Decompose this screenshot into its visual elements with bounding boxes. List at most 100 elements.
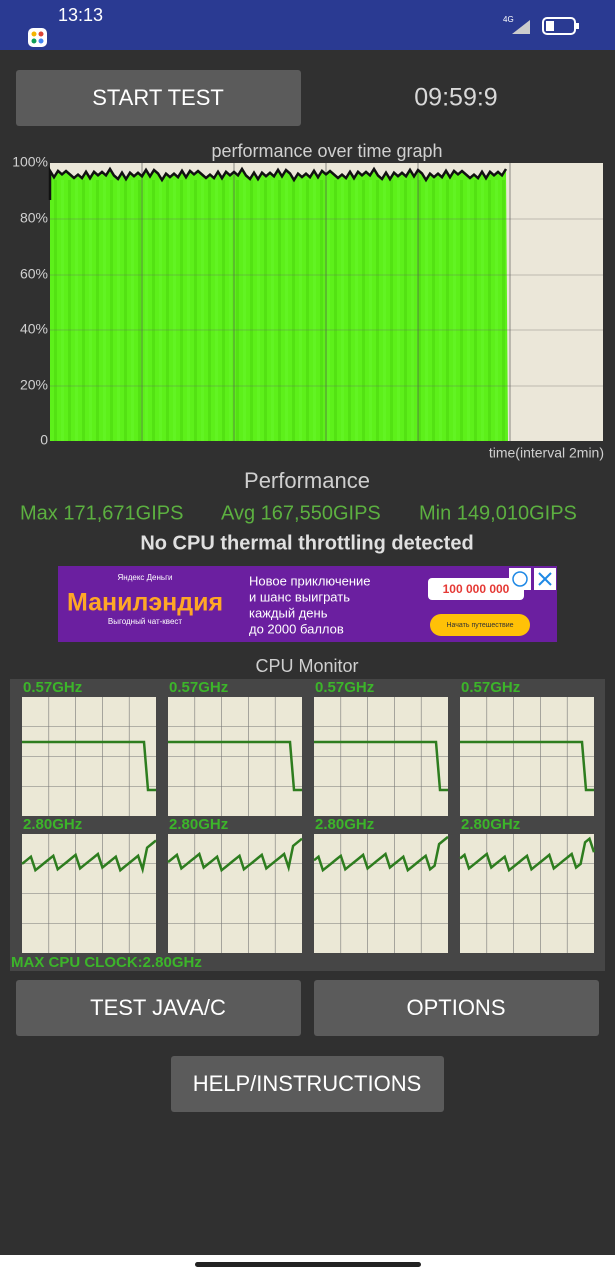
battery: [542, 17, 576, 35]
area-stripe: [180, 180, 183, 441]
y-axis-label: 80%: [20, 210, 48, 226]
area-stripe: [474, 180, 477, 441]
app-icon: [28, 28, 47, 47]
ad-tagline: Выгодный чат-квест: [108, 617, 183, 626]
core-line: [167, 837, 303, 873]
area-stripe: [124, 180, 127, 441]
area-stripe: [278, 180, 281, 441]
area-stripe: [89, 180, 92, 441]
area-stripe: [299, 180, 302, 441]
x-axis-label: time(interval 2min): [489, 445, 604, 461]
home-indicator[interactable]: [195, 1262, 421, 1267]
area-stripe: [75, 180, 78, 441]
y-axis-label: 60%: [20, 266, 48, 282]
area-stripe: [131, 180, 134, 441]
core-frequency: 0.57GHz: [315, 679, 374, 696]
area-stripe: [327, 180, 330, 441]
area-stripe: [194, 180, 197, 441]
core-frequency: 0.57GHz: [23, 679, 82, 696]
signal-icon: [512, 20, 530, 34]
ad-button[interactable]: [430, 614, 530, 636]
area-stripe: [418, 180, 421, 441]
core-frequency: 0.57GHz: [461, 679, 520, 696]
area-stripe: [439, 180, 442, 441]
core-frequency: 2.80GHz: [461, 816, 520, 833]
area-stripe: [173, 180, 176, 441]
area-stripe: [432, 180, 435, 441]
area-stripe: [460, 180, 463, 441]
network-type: 4G: [503, 15, 514, 24]
core-line: [21, 839, 157, 875]
help-button[interactable]: [171, 1056, 444, 1112]
cpu-monitor-title: CPU Monitor: [255, 656, 358, 676]
area-stripe: [390, 180, 393, 441]
nav-bar: [0, 1255, 615, 1280]
area-stripe: [502, 180, 505, 441]
area-stripe: [313, 180, 316, 441]
core-line: [313, 835, 449, 873]
area-stripe: [355, 180, 358, 441]
performance-line: [48, 166, 508, 200]
icon-dot: [31, 31, 37, 37]
area-stripe: [159, 180, 162, 441]
area-stripe: [54, 180, 57, 441]
area-stripe: [453, 180, 456, 441]
timer: 09:59:9: [414, 84, 497, 112]
ad-brand: Яндекс Деньги: [118, 573, 173, 582]
area-stripe: [82, 180, 85, 441]
area-stripe: [271, 180, 274, 441]
area-stripe: [250, 180, 253, 441]
area-stripe: [68, 180, 71, 441]
core-frequency: 2.80GHz: [315, 816, 374, 833]
area-stripe: [152, 180, 155, 441]
core-line: [22, 740, 156, 792]
area-stripe: [110, 180, 113, 441]
button-label: OPTIONS: [406, 995, 505, 1020]
options-button[interactable]: [314, 980, 599, 1036]
battery-tip: [576, 23, 579, 29]
ad-info-icon: [512, 571, 528, 587]
icon-dot: [31, 38, 37, 44]
area-stripe: [481, 180, 484, 441]
core-frequency: 2.80GHz: [169, 816, 228, 833]
area-stripe: [425, 180, 428, 441]
area-stripe: [243, 180, 246, 441]
battery-level: [546, 21, 554, 31]
performance-heading: Performance: [244, 468, 370, 493]
y-axis-label: 40%: [20, 321, 48, 337]
avg-score: Avg 167,550GIPS: [221, 502, 381, 524]
max-cpu-clock: MAX CPU CLOCK:2.80GHz: [11, 954, 202, 971]
area-stripe: [397, 180, 400, 441]
area-stripe: [103, 180, 106, 441]
area-stripe: [369, 180, 372, 441]
y-axis-label: 20%: [20, 377, 48, 393]
core-line: [459, 836, 596, 873]
area-stripe: [264, 180, 267, 441]
start-test-button[interactable]: [16, 70, 301, 126]
area-stripe: [348, 180, 351, 441]
area-stripe: [446, 180, 449, 441]
min-score: Min 149,010GIPS: [419, 502, 577, 524]
area-stripe: [201, 180, 204, 441]
area-stripe: [138, 180, 141, 441]
max-score: Max 171,671GIPS: [20, 502, 183, 524]
ad-info[interactable]: [509, 568, 531, 590]
area-stripe: [117, 180, 120, 441]
area-stripe: [208, 180, 211, 441]
button-label: HELP/INSTRUCTIONS: [193, 1071, 422, 1096]
core-frequency: 0.57GHz: [169, 679, 228, 696]
graph-title: performance over time graph: [211, 141, 442, 161]
throttling-status: No CPU thermal throttling detected: [140, 532, 473, 554]
ad-prize: 100 000 000: [443, 582, 510, 596]
icon-dot: [38, 31, 44, 37]
area-stripe: [166, 180, 169, 441]
area-stripe: [215, 180, 218, 441]
area-stripe: [495, 180, 498, 441]
area-stripe: [404, 180, 407, 441]
area-stripe: [362, 180, 365, 441]
status-time: 13:13: [58, 5, 103, 25]
area-stripe: [257, 180, 260, 441]
test-java-c-button[interactable]: [16, 980, 301, 1036]
area-stripe: [306, 180, 309, 441]
